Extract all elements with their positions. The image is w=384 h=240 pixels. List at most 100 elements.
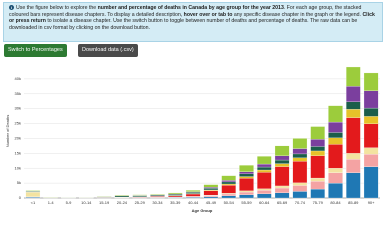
x-tick-label: 25-29 — [135, 200, 146, 205]
bar-segment[interactable] — [203, 184, 219, 188]
bar-segment[interactable] — [257, 156, 272, 165]
bar-segment[interactable] — [203, 187, 219, 189]
bar-segment[interactable] — [274, 185, 290, 189]
bar-segment[interactable] — [363, 116, 379, 124]
bar-segment[interactable] — [328, 121, 343, 133]
bar-segment[interactable] — [203, 196, 219, 199]
y-tick-label: 0 — [19, 195, 22, 200]
bar-segment[interactable] — [328, 168, 343, 173]
bar-segment[interactable] — [292, 182, 308, 186]
bar-segment[interactable] — [168, 192, 183, 195]
bar-segment[interactable] — [292, 153, 308, 158]
bar-segment[interactable] — [328, 144, 343, 169]
bar-segment[interactable] — [221, 175, 236, 181]
bar-segment[interactable] — [346, 66, 361, 87]
y-tick-label: 25k — [15, 121, 21, 126]
bar-segment[interactable] — [257, 188, 272, 191]
bar-segment[interactable] — [310, 155, 325, 179]
bar-segment[interactable] — [185, 190, 201, 192]
bar-segment[interactable] — [363, 107, 379, 117]
bar-segment[interactable] — [363, 123, 379, 148]
bar-segment[interactable] — [274, 163, 290, 167]
bar-segment[interactable] — [328, 137, 343, 145]
bar-segment[interactable] — [150, 194, 165, 196]
bar-segment[interactable] — [203, 188, 219, 191]
bar-segment[interactable] — [274, 192, 290, 199]
bar-segment[interactable] — [346, 153, 361, 160]
bar-segment[interactable] — [168, 194, 183, 196]
bar-segment[interactable] — [274, 187, 290, 193]
bar-segment[interactable] — [310, 150, 325, 156]
bar-segment[interactable] — [274, 159, 290, 164]
bar-segment[interactable] — [257, 166, 272, 171]
bar-segment[interactable] — [310, 146, 325, 152]
bar-segment[interactable] — [221, 195, 236, 199]
bar-segment[interactable] — [292, 161, 308, 183]
bar-segment[interactable] — [274, 155, 290, 161]
bar-segment[interactable] — [239, 176, 254, 179]
bar-segment[interactable] — [239, 194, 254, 199]
bar-segment[interactable] — [257, 169, 272, 173]
bar-segment[interactable] — [292, 191, 308, 199]
bar-segment[interactable] — [221, 183, 236, 186]
bar-segment[interactable] — [310, 181, 325, 190]
bar-segment[interactable] — [346, 172, 361, 199]
bar-segment[interactable] — [25, 196, 41, 199]
bar-segment[interactable] — [257, 163, 272, 168]
x-axis-label: Age Group — [192, 208, 213, 213]
bar-segment[interactable] — [221, 185, 236, 194]
bar-segment[interactable] — [328, 182, 343, 199]
bar-segment[interactable] — [185, 192, 201, 194]
switch-button[interactable]: Switch to Percentages — [4, 44, 67, 57]
bar-segment[interactable] — [310, 177, 325, 182]
bar-segment[interactable] — [203, 190, 219, 196]
bar-segment[interactable] — [239, 191, 254, 195]
bar-segment[interactable] — [328, 172, 343, 184]
bar-segment[interactable] — [114, 195, 130, 198]
bar-segment[interactable] — [346, 159, 361, 173]
bar-segment[interactable] — [274, 166, 290, 187]
bar-segment[interactable] — [346, 117, 361, 154]
bar-segment[interactable] — [25, 190, 41, 192]
bar-segment[interactable] — [292, 138, 308, 149]
bar-segment[interactable] — [221, 180, 236, 183]
bar-segment[interactable] — [310, 139, 325, 147]
bar-segment[interactable] — [292, 185, 308, 192]
bar-segment[interactable] — [25, 192, 41, 197]
bar-segment[interactable] — [292, 157, 308, 162]
bar-segment[interactable] — [132, 195, 147, 197]
x-tick-label: 50-54 — [224, 200, 235, 205]
bar-segment[interactable] — [239, 178, 254, 191]
bar-segment[interactable] — [239, 190, 254, 193]
download-button[interactable]: Download data (.csv) — [78, 44, 138, 57]
bar-segment[interactable] — [328, 105, 343, 123]
bar-segment[interactable] — [363, 90, 379, 109]
bar-segment[interactable] — [292, 148, 308, 155]
bar-segment[interactable] — [221, 181, 236, 185]
bar-segment[interactable] — [328, 132, 343, 138]
bar-segment[interactable] — [363, 166, 379, 199]
bar-segment[interactable] — [239, 165, 254, 172]
bar-segment[interactable] — [150, 195, 165, 197]
bar-segment[interactable] — [346, 109, 361, 118]
bar-segment[interactable] — [168, 195, 183, 198]
bar-segment[interactable] — [239, 171, 254, 175]
bar-segment[interactable] — [257, 193, 272, 199]
bar-segment[interactable] — [363, 72, 379, 91]
bar-segment[interactable] — [203, 195, 219, 197]
bar-segment[interactable] — [346, 101, 361, 110]
bar-segment[interactable] — [114, 194, 130, 196]
bar-segment[interactable] — [221, 193, 236, 196]
bar-segment[interactable] — [274, 145, 290, 156]
bar-segment[interactable] — [346, 86, 361, 102]
x-tick-label: 20-24 — [117, 200, 128, 205]
bar-segment[interactable] — [363, 147, 379, 155]
bar-segment[interactable] — [310, 126, 325, 140]
bar-segment[interactable] — [185, 193, 201, 197]
bar-segment[interactable] — [310, 188, 325, 199]
bar-segment[interactable] — [239, 173, 254, 177]
bar-segment[interactable] — [257, 172, 272, 189]
bar-segment[interactable] — [363, 154, 379, 167]
bar-segment[interactable] — [257, 190, 272, 194]
bar-segment[interactable] — [132, 194, 147, 196]
